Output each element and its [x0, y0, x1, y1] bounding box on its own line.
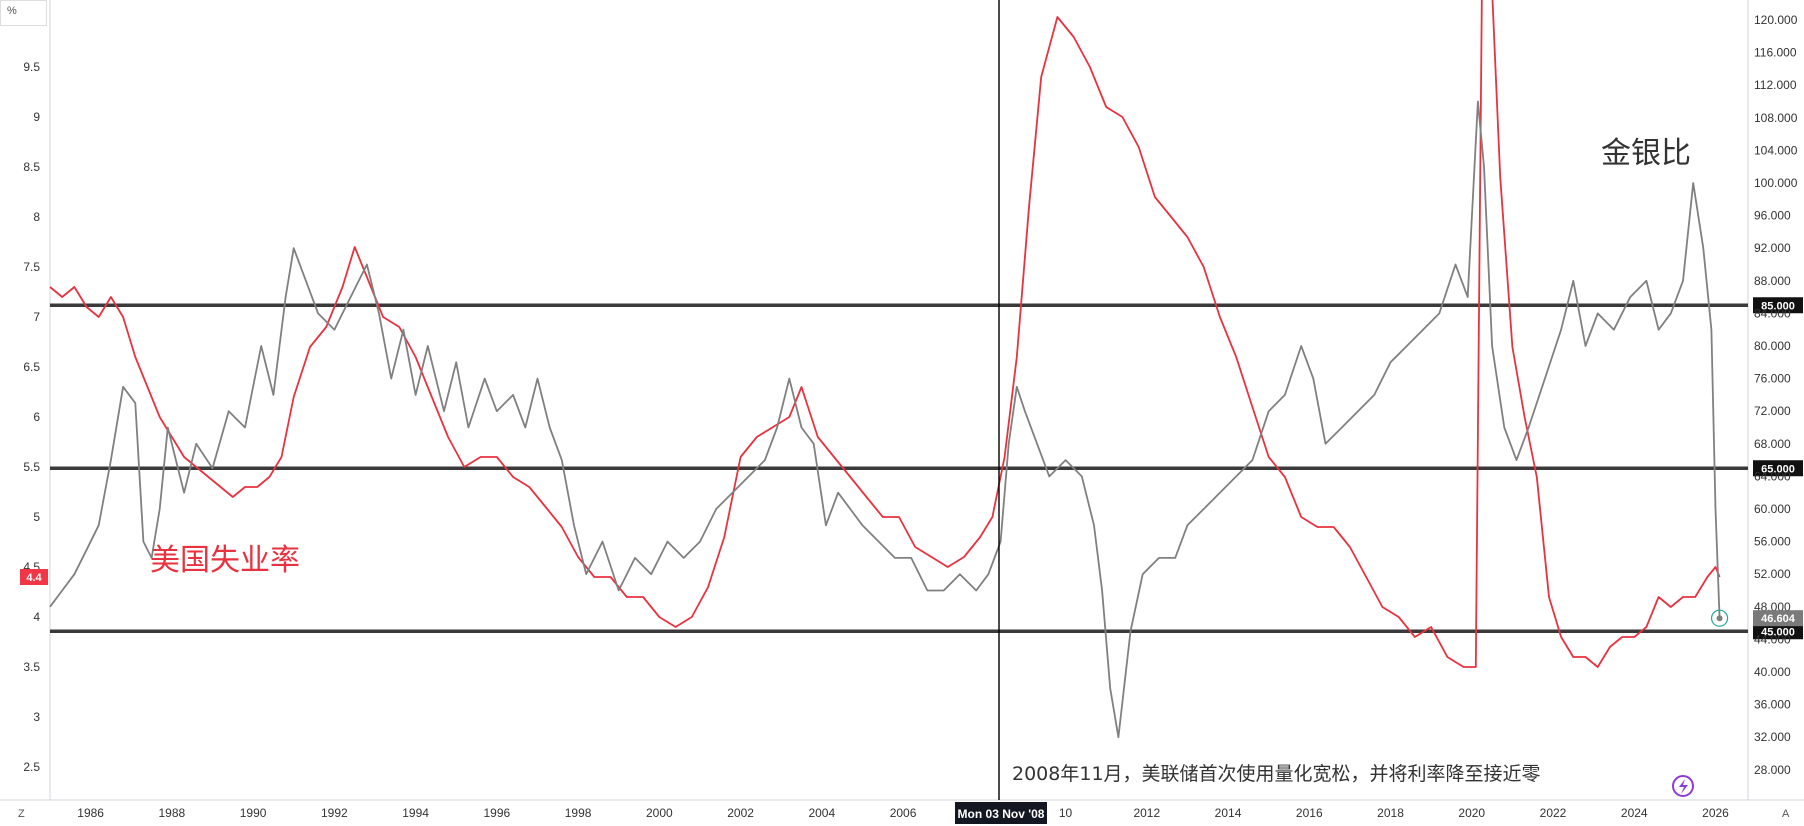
right-tick-label: 60.000 [1754, 502, 1791, 516]
right-tick-label: 120.000 [1754, 13, 1798, 27]
level-badge [1753, 623, 1803, 640]
right-tick-label: 32.000 [1754, 730, 1791, 744]
x-tick-label: 2018 [1377, 806, 1404, 820]
right-tick-label: 96.000 [1754, 209, 1791, 223]
horizontal-level-lines [50, 303, 1748, 633]
right-tick-label: 80.000 [1754, 339, 1791, 353]
right-tick-label: 40.000 [1754, 665, 1791, 679]
x-tick-label: 2000 [646, 806, 673, 820]
x-tick-label: 2020 [1458, 806, 1485, 820]
right-tick-label: 92.000 [1754, 241, 1791, 255]
event-note: 2008年11月，美联储首次使用量化宽松，并将利率降至接近零 [1012, 763, 1541, 785]
x-axis: 1986 1988 1990 1992 1994 1996 1998 2000 2002 2004… [77, 806, 1729, 820]
series-layer [49, 0, 1721, 739]
x-tick-label: 2016 [1296, 806, 1323, 820]
left-tick-label: 8 [33, 210, 40, 224]
right-tick-label: 76.000 [1754, 372, 1791, 386]
right-tick-label: 108.000 [1754, 111, 1798, 125]
percent-corner-label: % [0, 0, 47, 26]
left-tick-label: 4 [33, 610, 40, 624]
right-tick-label: 116.000 [1754, 46, 1797, 60]
unemployment-rate-line [49, 0, 1721, 668]
left-tick-label: 8.5 [23, 160, 40, 174]
left-tick-label: 2.5 [23, 760, 40, 774]
right-tick-label: 28.000 [1754, 763, 1791, 777]
x-tick-label: 1988 [159, 806, 186, 820]
axes-frame [0, 0, 1804, 801]
right-tick-label: 64.000 [1754, 469, 1791, 483]
left-tick-label: 6.5 [23, 360, 40, 374]
right-tick-label: 104.000 [1754, 143, 1798, 157]
right-tick-label: 100.000 [1754, 176, 1798, 190]
right-current-badge [1753, 610, 1803, 627]
x-tick-label: 2006 [890, 806, 917, 820]
left-current-badge [20, 569, 48, 585]
left-current-label: 4.4 [26, 572, 42, 584]
left-tick-label: 3 [33, 710, 40, 724]
ratio-label: 金银比 [1601, 136, 1691, 171]
x-tick-label: 1998 [565, 806, 592, 820]
gold-silver-ratio-line [49, 100, 1721, 739]
right-tick-label: 88.000 [1754, 274, 1791, 288]
x-tick-label: 2012 [1133, 806, 1160, 820]
right-tick-label: 68.000 [1754, 437, 1791, 451]
left-tick-label: 5.5 [23, 460, 40, 474]
x-tick-label: 1992 [321, 806, 348, 820]
x-tick-label: 1986 [77, 806, 104, 820]
level-badge-label: 65.000 [1761, 463, 1795, 475]
x-tick-label: 2002 [727, 806, 754, 820]
right-tick-label: 36.000 [1754, 698, 1791, 712]
x-tick-label: 2026 [1702, 806, 1729, 820]
x-tick-label: 1996 [483, 806, 510, 820]
right-tick-label: 72.000 [1754, 404, 1791, 418]
level-badge [1753, 297, 1803, 314]
x-tick-label: 2024 [1621, 806, 1648, 820]
left-tick-label: 7.5 [23, 260, 40, 274]
x-tick-label: 10 [1059, 806, 1073, 820]
x-tick-label: 1990 [240, 806, 267, 820]
current-point-marker [1710, 609, 1729, 627]
right-tick-label: 56.000 [1754, 535, 1791, 549]
right-tick-label: 112.000 [1754, 78, 1797, 92]
left-tick-label: 7 [33, 310, 40, 324]
right-tick-label: 44.000 [1754, 632, 1791, 646]
unemployment-label: 美国失业率 [150, 543, 300, 578]
left-tick-label: 9 [33, 110, 40, 124]
z-corner-button[interactable]: Z [18, 808, 25, 820]
crosshair-date-label: Mon 03 Nov '08 [958, 807, 1045, 821]
left-axis: 9.598.587.576.565.554.543.532.54.4 [20, 60, 48, 774]
right-tick-label: 52.000 [1754, 567, 1791, 581]
left-tick-label: 6 [33, 410, 40, 424]
x-tick-label: 2004 [808, 806, 835, 820]
level-badge-label: 45.000 [1761, 626, 1795, 638]
x-tick-label: 2014 [1215, 806, 1242, 820]
right-axis: 85.000 65.000 45.000 120.000 116.000 112.000 1… [1753, 13, 1803, 777]
left-tick-label: 3.5 [23, 660, 40, 674]
left-tick-label: 9.5 [23, 60, 40, 74]
level-badge-label: 85.000 [1761, 300, 1795, 312]
left-tick-label: 5 [33, 510, 40, 524]
level-badge [1753, 460, 1803, 477]
lightning-icon[interactable] [1672, 775, 1694, 797]
x-tick-label: 2022 [1540, 806, 1567, 820]
crosshair-date-badge: Mon 03 Nov '08 [955, 802, 1047, 824]
a-corner-button[interactable]: A [1782, 808, 1790, 820]
right-current-label: 46.604 [1761, 613, 1796, 625]
right-tick-label: 84.000 [1754, 306, 1791, 320]
x-tick-label: 1994 [402, 806, 429, 820]
